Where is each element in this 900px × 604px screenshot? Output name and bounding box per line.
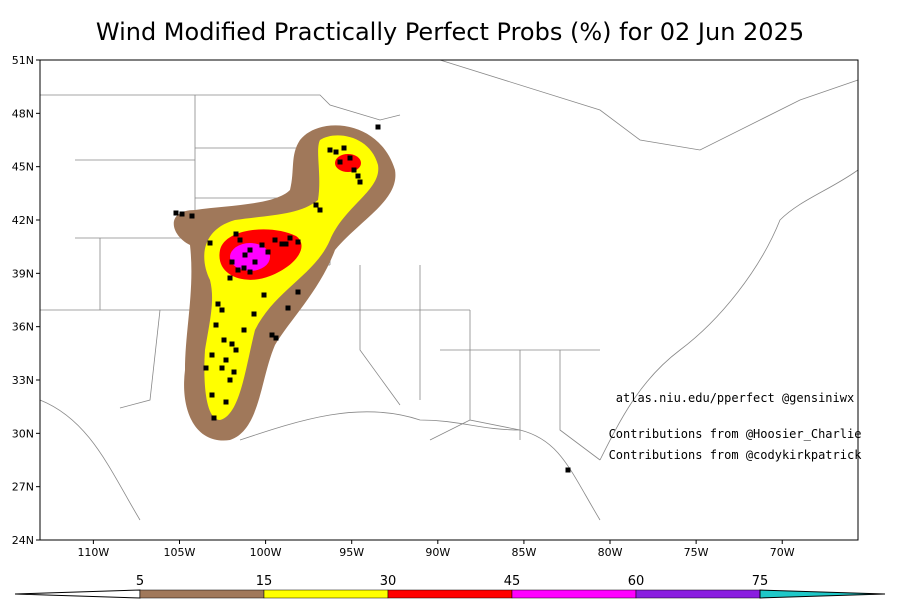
lon-tick-label: 105W — [164, 546, 196, 559]
wind-report — [207, 240, 213, 246]
lon-tick-label: 90W — [425, 546, 450, 559]
wind-report — [227, 377, 233, 383]
wind-report — [231, 369, 237, 375]
lat-tick-label: 39N — [12, 267, 34, 280]
wind-report — [317, 207, 323, 213]
wind-report — [327, 147, 333, 153]
wind-report — [209, 352, 215, 358]
contour-15 — [204, 135, 379, 420]
wind-report — [251, 311, 257, 317]
coastline — [39, 169, 859, 521]
wind-report — [259, 242, 265, 248]
annotation: Contributions from @Hoosier_Charlie — [609, 427, 862, 441]
colorbar-label: 45 — [504, 574, 521, 589]
wind-report — [273, 335, 279, 341]
wind-report — [295, 289, 301, 295]
wind-report — [347, 155, 353, 161]
lon-tick-label: 85W — [511, 546, 536, 559]
colorbar-segment — [511, 589, 637, 599]
wind-report — [173, 210, 179, 216]
wind-report — [213, 322, 219, 328]
wind-report — [355, 173, 361, 179]
lon-tick-label: 70W — [770, 546, 795, 559]
colorbar-segment — [263, 589, 389, 599]
wind-report — [261, 292, 267, 298]
colorbar-under — [14, 589, 141, 599]
wind-report — [215, 301, 221, 307]
lon-tick-label: 75W — [684, 546, 709, 559]
wind-report — [233, 231, 239, 237]
wind-report — [375, 124, 381, 130]
wind-report — [265, 249, 271, 255]
colorbar-over — [759, 589, 886, 599]
annotation: Contributions from @codykirkpatrick — [609, 448, 863, 462]
wind-report — [242, 252, 248, 258]
wind-report — [221, 337, 227, 343]
wind-report — [247, 269, 253, 275]
wind-report — [241, 265, 247, 271]
colorbar-label: 5 — [136, 574, 144, 589]
wind-report — [283, 241, 289, 247]
annotation: atlas.niu.edu/pperfect @gensiniwx — [616, 391, 854, 405]
colorbar-label: 15 — [256, 574, 273, 589]
wind-report — [179, 211, 185, 217]
colorbar-label: 30 — [380, 574, 397, 589]
wind-report — [189, 213, 195, 219]
colorbar-label: 75 — [752, 574, 769, 589]
probability-contours — [173, 125, 396, 441]
wind-report — [247, 247, 253, 253]
lat-tick-label: 42N — [12, 214, 34, 227]
lat-tick-label: 27N — [12, 481, 34, 494]
wind-report — [357, 179, 363, 185]
wind-report — [295, 239, 301, 245]
wind-report — [203, 365, 209, 371]
wind-report — [285, 305, 291, 311]
title: Wind Modified Practically Perfect Probs … — [96, 18, 804, 46]
lon-tick-label: 95W — [339, 546, 364, 559]
wind-report — [279, 241, 285, 247]
wind-report — [223, 399, 229, 405]
lat-tick-label: 45N — [12, 161, 34, 174]
wind-report — [235, 267, 241, 273]
wind-report — [229, 341, 235, 347]
wind-report — [241, 327, 247, 333]
lon-tick-label: 100W — [250, 546, 282, 559]
lat-tick-label: 48N — [12, 107, 34, 120]
wind-report — [211, 415, 217, 421]
lat-tick-label: 30N — [12, 427, 34, 440]
lat-tick-label: 36N — [12, 321, 34, 334]
wind-report — [341, 145, 347, 151]
contour-45 — [230, 243, 270, 271]
wind-report — [219, 365, 225, 371]
colorbar-segment — [387, 589, 513, 599]
wind-report — [233, 347, 239, 353]
lon-tick-label: 80W — [598, 546, 623, 559]
wind-report — [223, 357, 229, 363]
wind-report — [237, 237, 243, 243]
map-frame — [39, 59, 859, 541]
wind-report — [337, 159, 343, 165]
wind-report — [252, 259, 258, 265]
wind-report — [351, 167, 357, 173]
wind-report — [287, 235, 293, 241]
border — [40, 59, 859, 151]
wind-report — [333, 149, 339, 155]
wind-report — [269, 332, 275, 338]
lon-tick-label: 110W — [77, 546, 109, 559]
wind-report — [227, 275, 233, 281]
lat-tick-label: 51N — [12, 54, 34, 67]
wind-report — [565, 467, 571, 473]
colorbar-segment — [635, 589, 761, 599]
lat-tick-label: 24N — [12, 534, 34, 547]
wind-report — [229, 259, 235, 265]
wind-report — [219, 307, 225, 313]
wind-report — [272, 237, 278, 243]
lat-tick-label: 33N — [12, 374, 34, 387]
wind-reports — [173, 124, 571, 473]
colorbar-label: 60 — [628, 574, 645, 589]
wind-report — [209, 392, 215, 398]
colorbar-segment — [139, 589, 265, 599]
wind-report — [313, 202, 319, 208]
